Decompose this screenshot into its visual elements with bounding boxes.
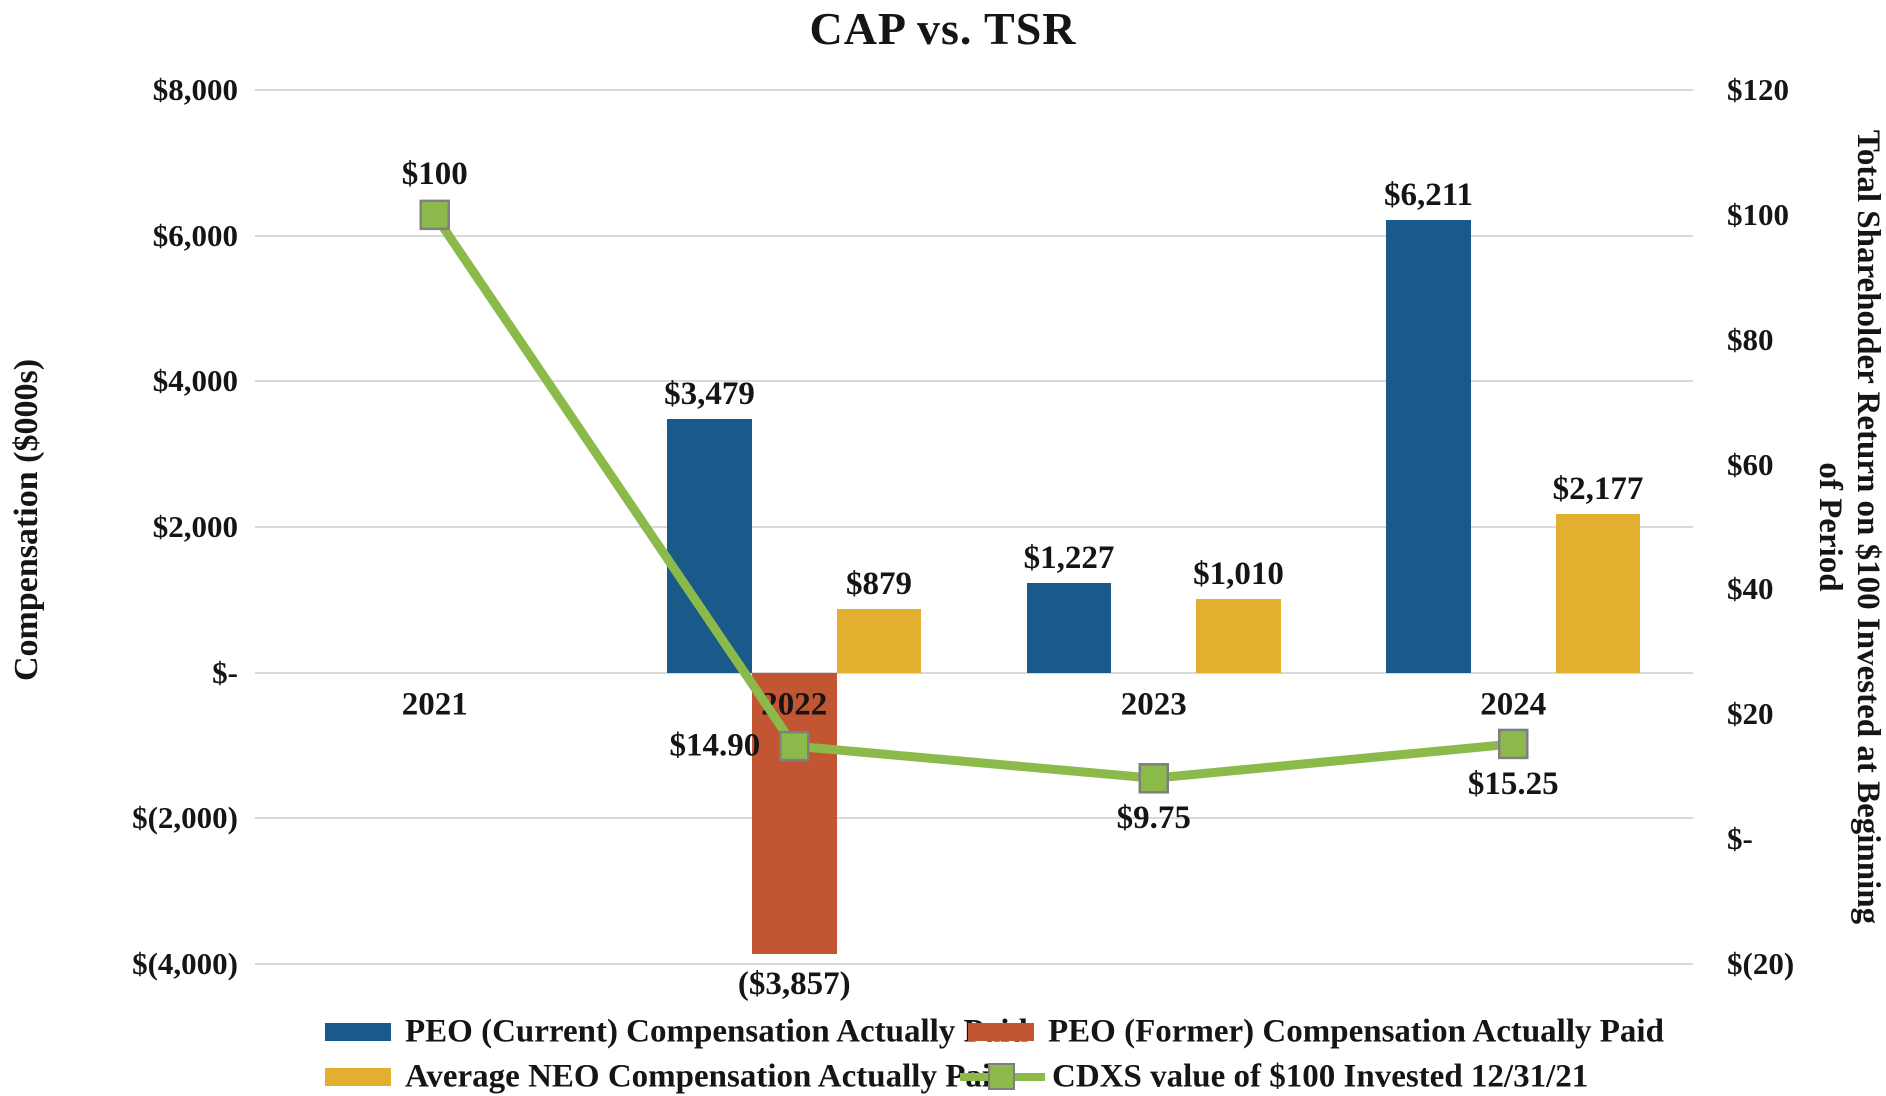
right-axis-tick-label: $100 — [1727, 196, 1789, 232]
gridline — [255, 963, 1693, 965]
tsr-line — [431, 212, 1514, 783]
right-axis-tick-label: $(20) — [1727, 946, 1795, 981]
line-marker — [1498, 728, 1529, 760]
bar-2023-series2 — [1196, 599, 1281, 673]
left-axis-tick-label: $(4,000) — [132, 946, 238, 981]
left-axis-tick-label: $6,000 — [152, 217, 238, 253]
right-axis-tick-label: $- — [1727, 821, 1753, 857]
bar-2022-series0 — [667, 419, 752, 673]
bar-label: $1,010 — [1193, 556, 1284, 593]
x-axis-label: 2023 — [1120, 686, 1187, 723]
bar-label: ($3,857) — [737, 965, 851, 1002]
legend-swatch — [325, 1023, 391, 1041]
right-axis-title-line1: Total Shareholder Return on $100 Investe… — [1850, 129, 1886, 925]
right-axis-tick-label: $20 — [1727, 696, 1774, 732]
gridline — [255, 234, 1693, 237]
bar-label: $3,479 — [664, 376, 755, 413]
gridline — [255, 380, 1693, 383]
gridline — [255, 89, 1693, 91]
legend-label: CDXS value of $100 Invested 12/31/21 — [1052, 1058, 1589, 1095]
line-label: $14.90 — [669, 727, 761, 764]
right-axis-tick-label: $40 — [1727, 571, 1774, 607]
left-axis-tick-label: $2,000 — [152, 509, 238, 544]
bar-2023-series0 — [1026, 583, 1112, 673]
right-axis-title: Total Shareholder Return on $100 Investe… — [1811, 130, 1886, 924]
right-axis-tick-label: $80 — [1727, 321, 1774, 357]
bar-label: $6,211 — [1384, 177, 1473, 214]
legend-swatch — [968, 1023, 1034, 1041]
line-label: $9.75 — [1116, 800, 1191, 837]
bar-label: $2,177 — [1552, 471, 1644, 508]
gridline — [255, 671, 1693, 674]
x-axis-label: 2021 — [401, 686, 468, 723]
gridline — [255, 526, 1693, 528]
right-axis-title-line2: of Period — [1812, 462, 1848, 592]
left-axis-tick-label: $- — [212, 654, 238, 690]
line-label: $15.25 — [1467, 765, 1559, 802]
gridline — [255, 817, 1693, 820]
bar-label: $879 — [846, 565, 912, 602]
chart-title: CAP vs. TSR — [809, 3, 1077, 54]
legend-label: PEO (Former) Compensation Actually Paid — [1048, 1013, 1664, 1050]
left-axis-tick-label: $4,000 — [152, 363, 238, 399]
line-marker — [419, 199, 450, 231]
legend-swatch — [325, 1068, 391, 1086]
line-label: $100 — [401, 155, 468, 192]
left-axis-tick-label: $8,000 — [152, 72, 238, 107]
right-axis-tick-label: $120 — [1727, 72, 1789, 107]
right-axis-tick-label: $60 — [1727, 446, 1774, 482]
bar-2024-series2 — [1555, 514, 1641, 673]
bar-label: $1,227 — [1023, 540, 1115, 577]
legend-label: Average NEO Compensation Actually Paid — [405, 1058, 1010, 1095]
left-axis-tick-label: $(2,000) — [132, 800, 238, 836]
bar-2022-series2 — [836, 608, 922, 673]
bar-2024-series0 — [1386, 220, 1471, 673]
x-axis-label: 2024 — [1480, 686, 1547, 723]
legend-line-marker — [988, 1063, 1015, 1090]
legend-label: PEO (Current) Compensation Actually Paid — [405, 1013, 1028, 1050]
x-axis-label: 2022 — [761, 686, 828, 723]
line-marker — [1138, 763, 1169, 794]
